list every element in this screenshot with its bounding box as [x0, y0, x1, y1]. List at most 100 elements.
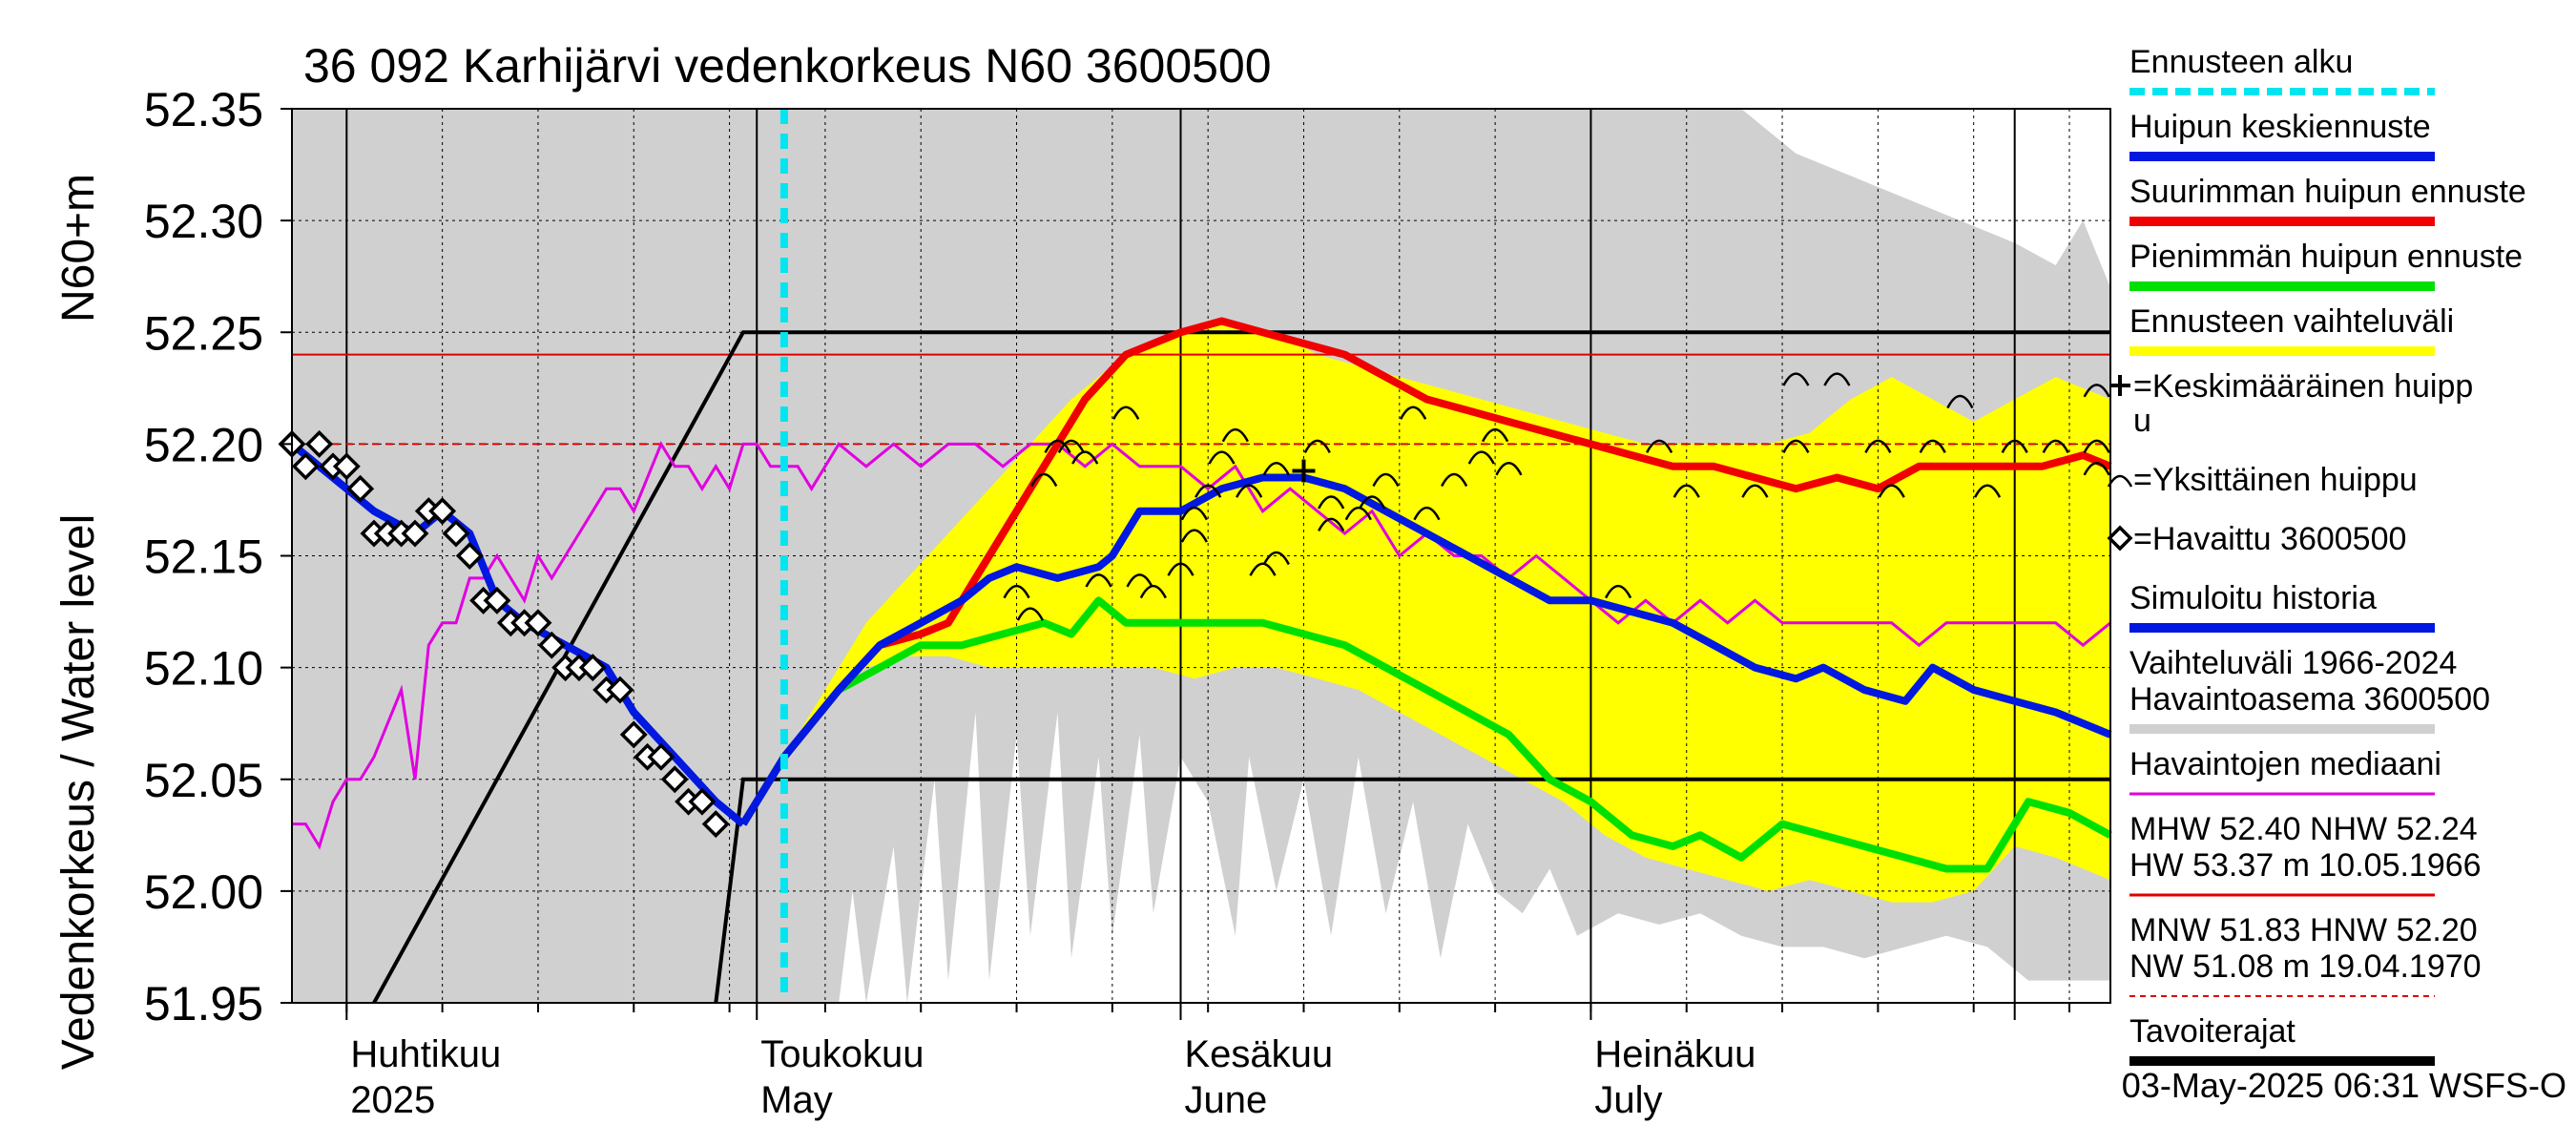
- individual-peak-marker: [1167, 562, 1195, 576]
- legend-label: Tavoiterajat: [2129, 1013, 2296, 1050]
- legend-label: Ennusteen vaihteluväli: [2129, 303, 2454, 340]
- timestamp: 03-May-2025 06:31 WSFS-O: [2122, 1066, 2566, 1105]
- individual-peak-marker: [1372, 472, 1400, 488]
- individual-peak-marker: [1236, 484, 1263, 498]
- legend-label: =Havaittu 3600500: [2133, 521, 2406, 557]
- observed-marker: [332, 452, 361, 481]
- legend-label: NW 51.08 m 19.04.1970: [2129, 948, 2482, 985]
- legend-label: MHW 52.40 NHW 52.24: [2129, 811, 2478, 847]
- legend-label: =Keskimääräinen huipp: [2133, 368, 2473, 405]
- observed-marker: [660, 765, 689, 794]
- individual-peak-marker: [1604, 584, 1632, 599]
- individual-peak-marker: [1359, 495, 1386, 510]
- individual-peak-marker: [1221, 427, 1249, 443]
- individual-peak-marker: [2001, 439, 2028, 453]
- individual-peak-marker: [1946, 394, 1974, 409]
- observed-marker: [701, 810, 730, 839]
- x-month-label-en: May: [760, 1079, 833, 1121]
- y-tick-label: 52.35: [144, 83, 263, 136]
- individual-peak-marker: [1180, 529, 1208, 543]
- min-peak-forecast-line: [739, 596, 2112, 873]
- individual-peak-marker: [1030, 472, 1058, 488]
- observed-marker: [401, 519, 429, 548]
- observed-marker: [606, 676, 634, 704]
- individual-peak-marker: [1208, 450, 1236, 465]
- y-tick-label: 52.30: [144, 195, 263, 248]
- individual-peak-marker: [1973, 484, 2002, 498]
- chart-title: 36 092 Karhijärvi vedenkorkeus N60 36005…: [303, 39, 1272, 93]
- legend-label: Havaintojen mediaani: [2129, 746, 2441, 782]
- individual-peak-marker: [1085, 573, 1112, 588]
- individual-peak-marker: [2083, 462, 2110, 476]
- x-month-label: Kesäkuu: [1185, 1033, 1334, 1075]
- y-tick-label: 52.00: [144, 865, 263, 919]
- individual-peak-marker: [1249, 562, 1277, 576]
- observed-marker: [647, 742, 675, 771]
- legend-label: u: [2133, 403, 2151, 439]
- legend-label: Ennusteen alku: [2129, 44, 2353, 80]
- legend-label: HW 53.37 m 10.05.1966: [2129, 847, 2482, 884]
- individual-peak-marker: [2042, 439, 2069, 453]
- individual-peak-marker: [1016, 607, 1044, 621]
- y-tick-label: 52.20: [144, 418, 263, 471]
- individual-peak-marker: [1318, 517, 1345, 531]
- observed-marker: [537, 631, 566, 659]
- individual-peak-marker: [1044, 439, 1071, 453]
- observed-marker: [688, 787, 717, 816]
- legend-label: Huipun keskiennuste: [2129, 109, 2431, 145]
- max-peak-forecast-line: [739, 317, 2112, 826]
- observed-marker: [442, 519, 470, 548]
- legend-arc-icon: [2107, 474, 2133, 488]
- legend: Ennusteen alku Huipun keskiennuste Suurimm…: [2107, 44, 2526, 1066]
- observed-marker: [291, 452, 320, 481]
- y-tick-label: 52.15: [144, 531, 263, 584]
- observed-marker: [305, 429, 334, 458]
- x-month-label-en: June: [1185, 1079, 1268, 1121]
- individual-peak-marker: [1195, 484, 1222, 498]
- legend-label: Havaintoasema 3600500: [2129, 681, 2490, 718]
- observed-marker: [428, 497, 457, 526]
- observed-marker: [578, 654, 607, 682]
- legend-diamond-icon: [2107, 525, 2133, 552]
- individual-peak-marker: [1003, 584, 1030, 599]
- y-tick-label: 52.05: [144, 754, 263, 807]
- individual-peak-marker: [1495, 462, 1523, 476]
- legend-plus-icon: [2109, 375, 2130, 396]
- x-month-label-en: 2025: [350, 1079, 435, 1121]
- individual-peak-marker: [1344, 506, 1372, 521]
- mean-peak-forecast-line: [739, 473, 2112, 826]
- x-month-label: Huhtikuu: [350, 1033, 501, 1075]
- individual-peak-marker: [1878, 484, 1905, 498]
- y-axis: 52.35 52.30 52.25 52.20 52.15 52.10 52.05 52.00…: [144, 83, 292, 1030]
- legend-label: Vaihteluväli 1966-2024: [2129, 645, 2457, 681]
- y-tick-label: 52.10: [144, 642, 263, 696]
- observed-marker: [483, 586, 511, 614]
- x-month-label: Toukokuu: [760, 1033, 924, 1075]
- individual-peak-marker: [1112, 406, 1140, 420]
- observed-marker: [619, 720, 648, 749]
- target-limit-line: [372, 330, 2110, 1003]
- observed-marker: [455, 542, 484, 570]
- individual-peak-marker: [1645, 439, 1673, 453]
- y-axis-label-inner: N60+m: [53, 174, 104, 323]
- plot-area: [278, 108, 2112, 1020]
- individual-peak-marker: [1823, 372, 1851, 386]
- individual-peak-marker: [1057, 439, 1085, 453]
- individual-peak-marker: [2083, 439, 2110, 453]
- legend-label: Pienimmän huipun ennuste: [2129, 239, 2523, 275]
- y-tick-label: 52.25: [144, 306, 263, 360]
- individual-peak-marker: [2083, 384, 2110, 398]
- individual-peak-marker: [1782, 372, 1810, 386]
- y-tick-label: 51.95: [144, 977, 263, 1030]
- legend-label: =Yksittäinen huippu: [2133, 462, 2418, 498]
- individual-peak-marker: [1400, 406, 1427, 420]
- observed-marker: [346, 474, 375, 503]
- average-peak-marker: [1292, 459, 1316, 483]
- legend-label: Simuloitu historia: [2129, 580, 2377, 616]
- individual-peak-marker: [1782, 439, 1810, 453]
- x-month-label-en: July: [1594, 1079, 1662, 1121]
- individual-peak-marker: [1413, 506, 1441, 521]
- individual-peak-marker: [1864, 439, 1892, 453]
- individual-peak-marker: [1139, 584, 1167, 599]
